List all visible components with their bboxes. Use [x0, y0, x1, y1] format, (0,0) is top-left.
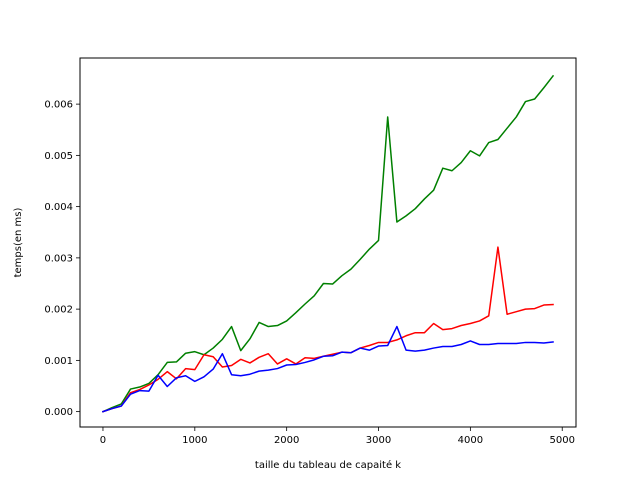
- y-tick-label: 0.000: [44, 407, 73, 418]
- x-tick-label: 2000: [274, 435, 299, 446]
- x-tick-label: 0: [100, 435, 106, 446]
- x-tick-label: 3000: [366, 435, 391, 446]
- y-tick-label: 0.005: [44, 151, 73, 162]
- plot-area: [80, 58, 576, 427]
- series-layer: [101, 74, 555, 413]
- x-tick-label: 4000: [458, 435, 483, 446]
- series-line-1: [101, 74, 555, 413]
- series-line-3: [102, 325, 554, 413]
- y-tick-label: 0.004: [44, 202, 73, 213]
- y-axis-label: temps(en ms): [13, 208, 24, 278]
- y-tick-label: 0.003: [44, 253, 73, 264]
- x-axis-ticks: 0 1000 2000 3000 4000 5000: [100, 427, 575, 446]
- plot-frame: [79, 57, 577, 428]
- y-tick-label: 0.001: [44, 356, 73, 367]
- y-tick-label: 0.006: [44, 100, 73, 111]
- x-axis-label: taille du tableau de capaité k: [255, 459, 401, 471]
- x-tick-label: 5000: [549, 435, 574, 446]
- y-axis-ticks: 0.000 0.001 0.002 0.003 0.004 0.005 0.006: [44, 100, 80, 418]
- y-tick-label: 0.002: [44, 305, 73, 316]
- x-tick-label: 1000: [182, 435, 207, 446]
